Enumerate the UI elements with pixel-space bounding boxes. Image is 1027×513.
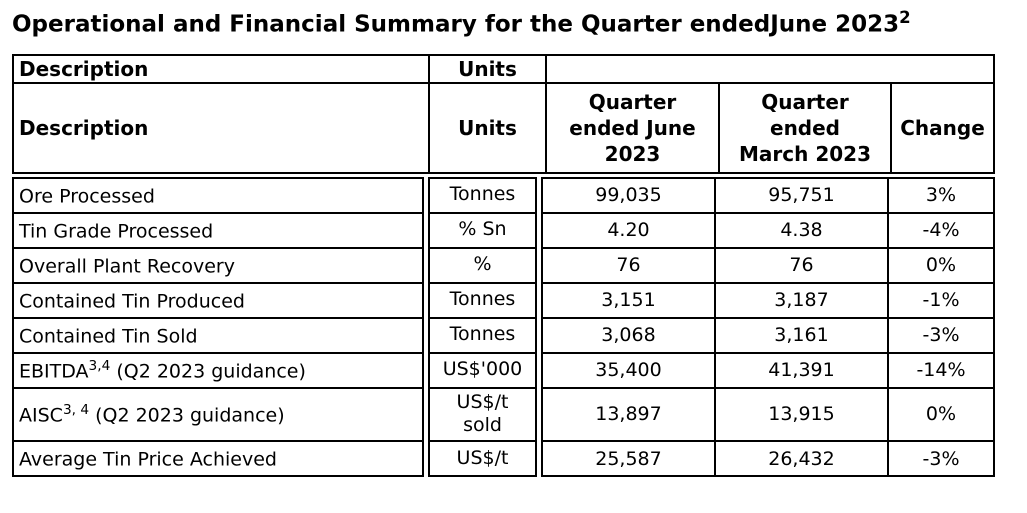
row-value-march: 41,391 (714, 351, 889, 389)
row-value-june: 35,400 (541, 351, 716, 389)
table-row: Ore Processed Tonnes 99,035 95,751 3% (12, 176, 995, 214)
header-units: Units (428, 81, 547, 174)
page-title-text: Operational and Financial Summary for th… (12, 11, 900, 38)
row-description: Ore Processed (12, 176, 424, 214)
row-description: Average Tin Price Achieved (12, 440, 424, 478)
row-value-march: 3,161 (714, 316, 889, 354)
row-description: EBITDA3,4 (Q2 2023 guidance) (12, 351, 424, 389)
row-units: Tonnes (428, 316, 537, 354)
header-quarter-june: Quarter ended June 2023 (545, 81, 720, 174)
row-value-june: 13,897 (541, 386, 716, 443)
row-description: Contained Tin Sold (12, 316, 424, 354)
row-units: US$'000 (428, 351, 537, 389)
header-row-main: Description Units Quarter ended June 202… (12, 81, 995, 174)
footnote-superscript: 3,4 (88, 357, 111, 374)
table-row: Average Tin Price Achieved US$/t 25,587 … (12, 440, 995, 478)
row-description: Contained Tin Produced (12, 281, 424, 319)
header-top-units: Units (428, 53, 547, 84)
row-value-june: 25,587 (541, 440, 716, 478)
row-value-march: 3,187 (714, 281, 889, 319)
row-units: Tonnes (428, 176, 537, 214)
summary-table-header: Description Units Description Units Quar… (12, 53, 995, 174)
header-description: Description (12, 81, 430, 174)
header-top-description: Description (12, 53, 430, 84)
row-value-march: 13,915 (714, 386, 889, 443)
row-value-march: 95,751 (714, 176, 889, 214)
row-value-change: -4% (887, 211, 995, 249)
row-value-june: 99,035 (541, 176, 716, 214)
header-quarter-march: Quarter ended March 2023 (718, 81, 892, 174)
row-units: US$/t sold (428, 386, 537, 443)
row-value-change: 0% (887, 386, 995, 443)
table-row: Contained Tin Sold Tonnes 3,068 3,161 -3… (12, 316, 995, 354)
row-units: % (428, 246, 537, 284)
row-units: US$/t (428, 440, 537, 478)
row-description: AISC3, 4 (Q2 2023 guidance) (12, 386, 424, 443)
row-value-change: -14% (887, 351, 995, 389)
table-row: Overall Plant Recovery % 76 76 0% (12, 246, 995, 284)
summary-table-body: Ore Processed Tonnes 99,035 95,751 3% Ti… (12, 176, 995, 478)
table-row: AISC3, 4 (Q2 2023 guidance) US$/t sold 1… (12, 386, 995, 443)
footnote-superscript: 3, 4 (62, 402, 90, 419)
page-title-footnote-superscript: 2 (899, 8, 911, 27)
row-value-june: 3,151 (541, 281, 716, 319)
row-value-change: -3% (887, 316, 995, 354)
row-value-march: 26,432 (714, 440, 889, 478)
row-value-change: -3% (887, 440, 995, 478)
header-row-top: Description Units (12, 53, 995, 84)
header-change: Change (890, 81, 995, 174)
page-title: Operational and Financial Summary for th… (12, 8, 1027, 38)
row-description: Tin Grade Processed (12, 211, 424, 249)
row-value-june: 3,068 (541, 316, 716, 354)
table-row: EBITDA3,4 (Q2 2023 guidance) US$'000 35,… (12, 351, 995, 389)
row-value-june: 4.20 (541, 211, 716, 249)
row-value-change: 0% (887, 246, 995, 284)
row-value-march: 4.38 (714, 211, 889, 249)
table-row: Tin Grade Processed % Sn 4.20 4.38 -4% (12, 211, 995, 249)
header-top-empty-spanner (545, 53, 995, 84)
row-description: Overall Plant Recovery (12, 246, 424, 284)
table-row: Contained Tin Produced Tonnes 3,151 3,18… (12, 281, 995, 319)
row-value-march: 76 (714, 246, 889, 284)
row-value-change: 3% (887, 176, 995, 214)
row-value-change: -1% (887, 281, 995, 319)
row-value-june: 76 (541, 246, 716, 284)
row-units: Tonnes (428, 281, 537, 319)
row-units: % Sn (428, 211, 537, 249)
